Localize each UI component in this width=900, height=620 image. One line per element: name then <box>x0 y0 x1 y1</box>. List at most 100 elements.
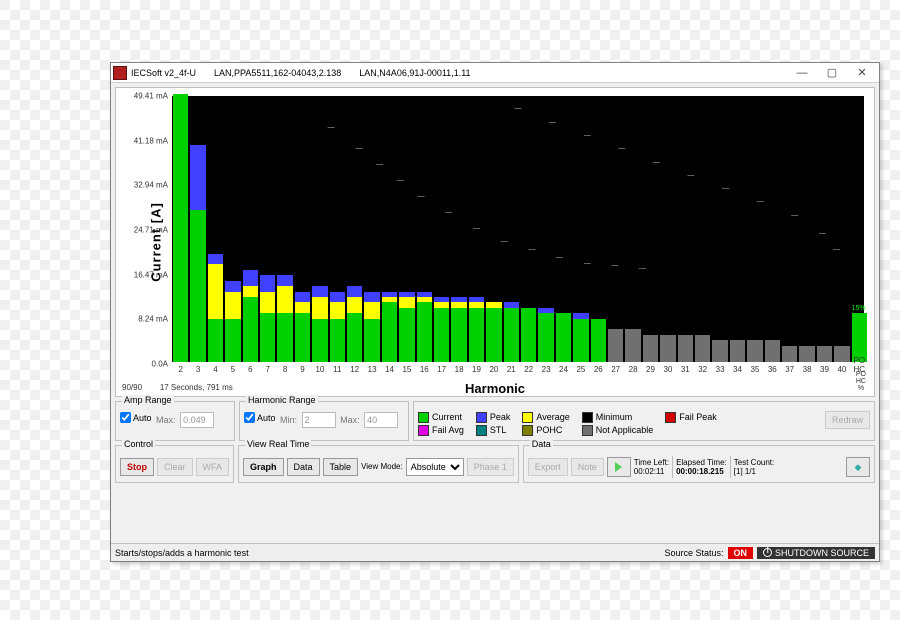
harm-max-label: Max: <box>340 415 360 425</box>
chart-bar-segment <box>347 297 362 313</box>
pohc-label: PO HC % <box>856 371 866 392</box>
chart-bar-segment <box>469 302 484 307</box>
chart-bar-segment <box>573 313 588 318</box>
chart-bar-segment <box>451 297 466 302</box>
data-button[interactable]: Data <box>287 458 320 476</box>
view-title: View Real Time <box>245 439 311 449</box>
chart-bar-segment <box>277 275 292 286</box>
legend-item: Current <box>418 412 464 423</box>
chart-bar-segment <box>591 319 606 362</box>
play-button[interactable] <box>607 457 631 477</box>
chart-bar-segment <box>660 335 675 362</box>
chart-bar-segment <box>504 308 519 362</box>
limit-marker: ― <box>445 210 452 217</box>
legend-item: STL <box>476 425 511 436</box>
chart-bar-segment <box>364 302 379 318</box>
control-title: Control <box>122 439 155 449</box>
x-tick: 36 <box>768 365 777 374</box>
x-tick: 20 <box>489 365 498 374</box>
shutdown-button[interactable]: SHUTDOWN SOURCE <box>757 547 875 559</box>
harmonic-range-group: Harmonic Range Auto Min: Max: <box>239 401 409 441</box>
chart-bar-segment <box>312 319 327 362</box>
x-tick: 28 <box>629 365 638 374</box>
export-button[interactable]: Export <box>528 458 568 476</box>
harm-auto-checkbox[interactable]: Auto <box>244 412 276 423</box>
chart-bar-segment <box>573 319 588 362</box>
x-tick: 14 <box>385 365 394 374</box>
titlebar: IECSoft v2_4f-U LAN,PPA5511,162-04043,2.… <box>111 63 879 83</box>
window-title: IECSoft v2_4f-U <box>131 68 196 78</box>
minimize-button[interactable]: — <box>787 64 817 82</box>
chart-bar-segment <box>260 275 275 291</box>
limit-marker: ― <box>722 186 729 193</box>
harm-min-label: Min: <box>280 415 297 425</box>
app-icon <box>113 66 127 80</box>
limit-marker: ― <box>757 199 764 206</box>
bar-label: 15% <box>852 305 866 312</box>
amp-max-input[interactable] <box>180 412 214 428</box>
table-button[interactable]: Table <box>323 458 359 476</box>
chart-bar-segment <box>521 308 536 362</box>
graph-button[interactable]: Graph <box>243 458 284 476</box>
x-tick: 34 <box>733 365 742 374</box>
limit-marker: ― <box>328 124 335 131</box>
y-tick: 41.18 mA <box>124 136 168 145</box>
chart-bar-segment <box>451 302 466 307</box>
y-tick: 16.47 mA <box>124 270 168 279</box>
chart-bar-segment <box>295 313 310 362</box>
limit-marker: ― <box>556 255 563 262</box>
wfa-button[interactable]: WFA <box>196 458 230 476</box>
legend-item: POHC <box>522 425 569 436</box>
x-tick: 21 <box>507 365 516 374</box>
chart-bar-segment <box>538 308 553 313</box>
legend-item: Fail Avg <box>418 425 464 436</box>
settings-icon-button[interactable]: ◆ <box>846 457 870 477</box>
chart-panel: Current [A] Harmonic 15%――――――――――――――――… <box>115 87 875 397</box>
progress-count: 90/90 <box>122 383 142 392</box>
chart-bar-segment <box>260 313 275 362</box>
chart-bar-segment <box>608 329 623 362</box>
limit-marker: ― <box>549 119 556 126</box>
stop-button[interactable]: Stop <box>120 458 154 476</box>
status-hint: Starts/stops/adds a harmonic test <box>115 548 249 558</box>
limit-marker: ― <box>501 239 508 246</box>
x-tick: 40 <box>837 365 846 374</box>
limit-marker: ― <box>618 146 625 153</box>
chart-bar-segment <box>730 340 745 362</box>
chart-bar-segment <box>225 292 240 319</box>
maximize-button[interactable]: ▢ <box>817 64 847 82</box>
y-tick: 0.0A <box>124 360 168 369</box>
x-tick: 9 <box>300 365 304 374</box>
chart-bar-segment <box>504 302 519 307</box>
limit-marker: ― <box>397 178 404 185</box>
chart-bar-segment <box>434 302 449 307</box>
amp-auto-checkbox[interactable]: Auto <box>120 412 152 423</box>
chart-bar-segment <box>225 281 240 292</box>
limit-marker: ― <box>515 106 522 113</box>
time-left-block: Time Left:00:02:11 <box>634 458 669 476</box>
phase-button[interactable]: Phase 1 <box>467 458 514 476</box>
view-mode-select[interactable]: Absolute <box>406 458 464 476</box>
chart-bar-segment <box>834 346 849 362</box>
chart-bar-segment <box>469 297 484 302</box>
harm-min-input[interactable] <box>302 412 336 428</box>
x-tick: PO HC <box>854 356 866 374</box>
chart-bar-segment <box>695 335 710 362</box>
clear-button[interactable]: Clear <box>157 458 193 476</box>
chart-bar-segment <box>382 292 397 297</box>
x-tick: 11 <box>333 365 341 374</box>
chart-bar-segment <box>417 292 432 297</box>
redraw-button[interactable]: Redraw <box>825 411 870 429</box>
x-tick: 15 <box>402 365 411 374</box>
harm-max-input[interactable] <box>364 412 398 428</box>
chart-bar-segment <box>852 313 867 362</box>
chart-bar-segment <box>295 302 310 313</box>
chart-bar-segment <box>799 346 814 362</box>
x-tick: 33 <box>716 365 725 374</box>
note-button[interactable]: Note <box>571 458 604 476</box>
x-tick: 12 <box>350 365 359 374</box>
close-button[interactable]: ✕ <box>847 64 877 82</box>
chart-bar-segment <box>277 286 292 313</box>
elapsed-info: 17 Seconds, 791 ms <box>160 383 233 392</box>
x-tick: 19 <box>472 365 481 374</box>
